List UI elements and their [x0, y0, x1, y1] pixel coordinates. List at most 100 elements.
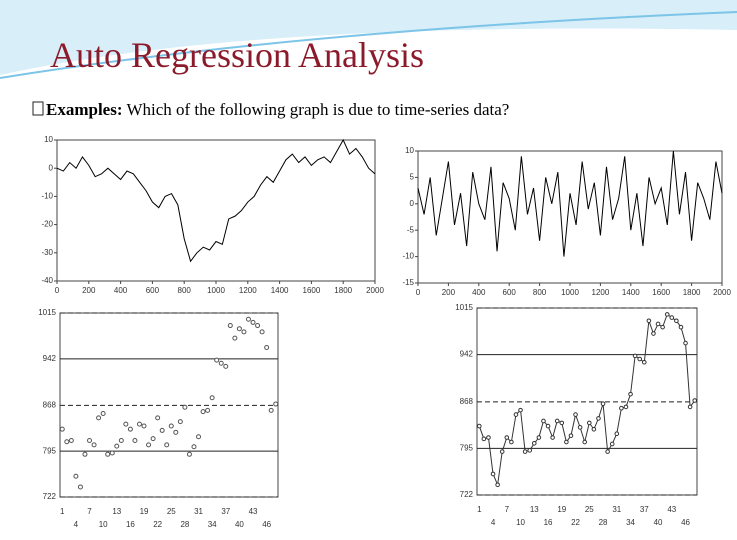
x-tick-label: 10 — [99, 520, 108, 529]
x-tick-label: 2000 — [366, 286, 384, 295]
x-tick-label: 19 — [557, 505, 566, 514]
point — [476, 423, 482, 429]
point — [559, 420, 565, 426]
point — [637, 356, 643, 362]
x-tick-label: 13 — [112, 507, 121, 516]
point — [582, 439, 588, 445]
y-tick-label: 1015 — [455, 303, 473, 312]
y-tick-label: 10 — [405, 146, 414, 155]
x-tick-label: 0 — [416, 288, 421, 297]
point — [64, 439, 70, 445]
point — [114, 443, 120, 449]
point — [214, 357, 220, 363]
point — [136, 421, 142, 427]
point — [623, 404, 629, 410]
point — [245, 316, 251, 322]
point — [554, 418, 560, 424]
x-tick-label: 600 — [503, 288, 517, 297]
x-tick-label: 200 — [82, 286, 96, 295]
x-tick-label: 10 — [516, 518, 525, 527]
point — [591, 426, 597, 432]
y-tick-label: 795 — [43, 446, 57, 455]
x-tick-label: 25 — [585, 505, 594, 514]
point — [586, 420, 592, 426]
y-tick-label: -15 — [402, 278, 414, 287]
x-tick-label: 43 — [249, 507, 258, 516]
x-tick-label: 1800 — [334, 286, 352, 295]
x-tick-label: 28 — [599, 518, 608, 527]
x-tick-label: 7 — [505, 505, 510, 514]
point — [168, 423, 174, 429]
x-tick-label: 200 — [442, 288, 456, 297]
y-tick-label: 868 — [460, 397, 474, 406]
point — [596, 416, 601, 421]
x-tick-label: 4 — [491, 518, 496, 527]
x-tick-label: 1600 — [652, 288, 670, 297]
point — [186, 451, 192, 457]
point — [495, 482, 500, 488]
point — [605, 449, 610, 454]
point — [509, 439, 514, 445]
point — [68, 437, 74, 443]
point — [577, 425, 583, 430]
point — [182, 404, 188, 410]
point — [173, 429, 179, 435]
point — [255, 323, 261, 329]
point — [77, 484, 83, 490]
point — [646, 318, 652, 324]
x-tick-label: 31 — [612, 505, 621, 514]
point — [241, 329, 247, 335]
point — [664, 312, 670, 317]
point — [87, 437, 93, 443]
point — [536, 435, 542, 440]
point — [486, 435, 491, 440]
point — [628, 391, 633, 397]
point — [678, 324, 684, 330]
y-tick-label: 942 — [460, 350, 474, 359]
point — [223, 363, 229, 369]
x-tick-label: 1800 — [683, 288, 701, 297]
question: Examples: Which of the following graph i… — [46, 100, 509, 119]
x-tick-label: 31 — [194, 507, 203, 516]
point — [655, 321, 661, 327]
header-wave — [0, 0, 737, 75]
y-tick-label: -30 — [41, 248, 53, 257]
point — [527, 448, 533, 453]
x-tick-label: 34 — [208, 520, 217, 529]
point — [268, 407, 274, 413]
point — [641, 359, 647, 365]
plot-frame — [56, 139, 376, 282]
point — [660, 324, 665, 330]
header-swoosh — [0, 11, 737, 79]
x-tick-label: 800 — [178, 286, 192, 295]
point — [200, 409, 206, 415]
point — [164, 442, 170, 448]
x-tick-label: 1000 — [207, 286, 225, 295]
point — [504, 435, 510, 440]
x-tick-label: 600 — [146, 286, 160, 295]
y-tick-label: 795 — [460, 444, 474, 453]
point — [91, 442, 97, 448]
x-tick-label: 43 — [667, 505, 676, 514]
series-line — [56, 138, 376, 263]
point — [545, 423, 551, 429]
y-tick-label: 868 — [43, 400, 57, 409]
point — [196, 434, 202, 440]
point — [481, 436, 487, 442]
x-tick-label: 40 — [235, 520, 244, 529]
y-tick-label: 722 — [43, 492, 57, 501]
question-text: Which of the following graph is due to t… — [126, 100, 509, 119]
y-tick-label: 0 — [410, 199, 415, 208]
y-tick-label: 10 — [44, 135, 53, 144]
point — [146, 442, 152, 448]
point — [191, 444, 197, 450]
point — [59, 426, 65, 432]
y-tick-label: -10 — [41, 192, 53, 201]
point — [692, 398, 698, 403]
point — [109, 450, 115, 456]
point — [564, 439, 569, 445]
x-tick-label: 1400 — [271, 286, 289, 295]
point — [132, 437, 138, 443]
x-tick-label: 22 — [153, 520, 162, 529]
